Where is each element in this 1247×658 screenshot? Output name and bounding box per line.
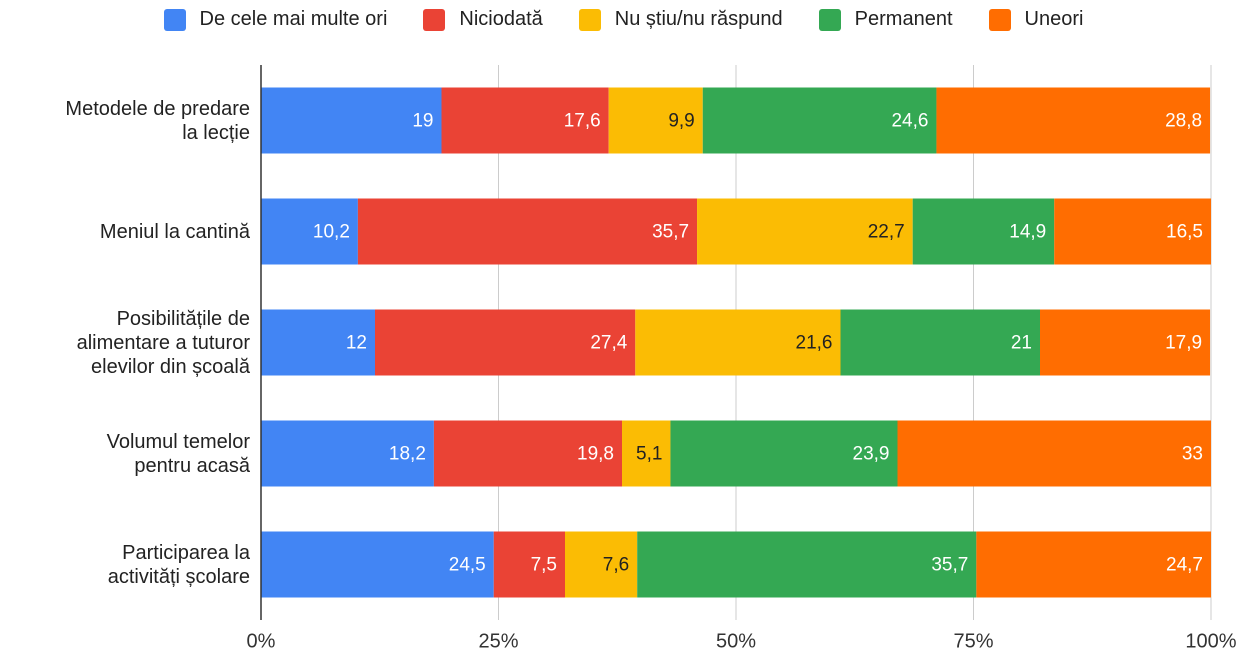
bar-segment bbox=[441, 87, 609, 154]
data-label: 19 bbox=[412, 111, 433, 132]
bar-segment bbox=[637, 531, 977, 598]
data-label: 35,7 bbox=[652, 222, 689, 243]
data-label: 19,8 bbox=[577, 444, 614, 465]
x-tick-label: 75% bbox=[953, 630, 993, 652]
bar-segment bbox=[702, 87, 937, 154]
bar-segment bbox=[635, 309, 841, 376]
bar-segment bbox=[670, 420, 898, 487]
data-label: 14,9 bbox=[1009, 222, 1046, 243]
category-label: Metodele de predare la lecție bbox=[65, 97, 250, 144]
data-label: 21,6 bbox=[796, 333, 833, 354]
bar-segment bbox=[622, 420, 671, 487]
data-label: 27,4 bbox=[590, 333, 627, 354]
legend-label: Niciodată bbox=[459, 8, 543, 30]
bar-segment bbox=[565, 531, 638, 598]
bar-segment bbox=[608, 87, 703, 154]
data-label: 7,6 bbox=[603, 555, 629, 576]
data-label: 24,7 bbox=[1166, 555, 1203, 576]
legend-swatch bbox=[818, 8, 841, 31]
legend-label: Permanent bbox=[854, 8, 953, 30]
bar-segment bbox=[1040, 309, 1211, 376]
legend-item: Uneori bbox=[988, 8, 1084, 31]
bar-segment bbox=[261, 198, 358, 265]
data-label: 22,7 bbox=[868, 222, 905, 243]
legend-swatch bbox=[423, 8, 446, 31]
data-label: 35,7 bbox=[931, 555, 968, 576]
data-label: 24,5 bbox=[449, 555, 486, 576]
legend-item: Nu știu/nu răspund bbox=[578, 8, 783, 31]
bar-segment bbox=[261, 531, 494, 598]
bar-segment bbox=[261, 420, 434, 487]
data-label: 16,5 bbox=[1166, 222, 1203, 243]
data-label: 21 bbox=[1011, 333, 1032, 354]
legend-swatch bbox=[163, 8, 186, 31]
legend-swatch bbox=[578, 8, 601, 31]
data-label: 18,2 bbox=[389, 444, 426, 465]
legend-label: De cele mai multe ori bbox=[199, 8, 388, 30]
bar-segment bbox=[433, 420, 622, 487]
legend: De cele mai multe ori Niciodată Nu știu/nu… bbox=[0, 8, 1247, 31]
legend-label: Uneori bbox=[1024, 8, 1084, 30]
legend-item: De cele mai multe ori bbox=[163, 8, 388, 31]
data-label: 9,9 bbox=[668, 111, 694, 132]
x-tick-label: 100% bbox=[1185, 630, 1236, 652]
bar-segment bbox=[261, 309, 375, 376]
legend-item: Niciodată bbox=[423, 8, 543, 31]
legend-swatch bbox=[988, 8, 1011, 31]
data-label: 7,5 bbox=[531, 555, 557, 576]
bar-segment bbox=[375, 309, 636, 376]
bar-segment bbox=[976, 531, 1211, 598]
x-tick-label: 50% bbox=[716, 630, 756, 652]
category-label: Posibilitățile de alimentare a tuturor e… bbox=[76, 307, 250, 378]
data-label: 10,2 bbox=[313, 222, 350, 243]
data-label: 5,1 bbox=[636, 444, 662, 465]
bar-segment bbox=[897, 420, 1211, 487]
data-label: 23,9 bbox=[853, 444, 890, 465]
legend-item: Permanent bbox=[818, 8, 953, 31]
legend-label: Nu știu/nu răspund bbox=[614, 8, 783, 30]
bar-segment bbox=[912, 198, 1055, 265]
x-tick-label: 0% bbox=[247, 630, 276, 652]
data-label: 28,8 bbox=[1165, 111, 1202, 132]
category-label: Volumul temelor pentru acasă bbox=[106, 430, 250, 477]
bar-segment bbox=[493, 531, 565, 598]
data-label: 24,6 bbox=[891, 111, 928, 132]
bar-segment bbox=[261, 87, 442, 154]
category-label: Participarea la activități școlare bbox=[107, 541, 250, 588]
data-label: 33 bbox=[1182, 444, 1203, 465]
bar-segment bbox=[936, 87, 1211, 154]
bar-segment bbox=[840, 309, 1040, 376]
bar-segment bbox=[697, 198, 913, 265]
x-tick-label: 25% bbox=[478, 630, 518, 652]
bar-segment bbox=[1054, 198, 1211, 265]
data-label: 17,6 bbox=[564, 111, 601, 132]
bar-segment bbox=[357, 198, 698, 265]
data-label: 12 bbox=[346, 333, 367, 354]
data-label: 17,9 bbox=[1165, 333, 1202, 354]
category-label: Meniul la cantină bbox=[99, 220, 250, 243]
